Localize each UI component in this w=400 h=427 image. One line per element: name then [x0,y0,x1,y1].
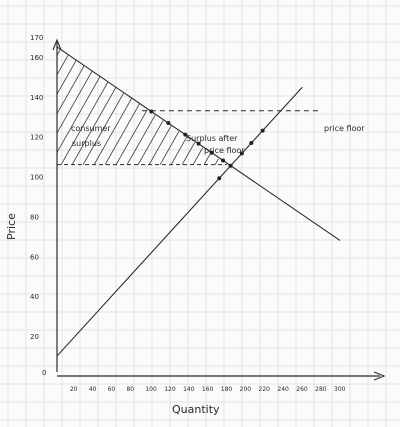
y-tick-label: 60 [30,253,39,261]
hatch-stroke [125,46,197,165]
hatch-stroke [114,46,186,165]
consumer-surplus-label-line2: surplus [72,139,101,148]
hatch-stroke [57,46,76,165]
demand-dot [166,121,171,126]
x-tick-label: 240 [277,386,289,393]
demand-dot [149,109,154,114]
supply-dot [239,151,244,156]
price-floor-label: price floor [324,124,365,133]
y-tick-labels: 170 160 140 120 100 80 60 40 20 [30,34,43,341]
hatch-stroke [258,43,328,167]
x-tick-label: 120 [164,386,176,393]
supply-dot [228,163,233,168]
hatch-stroke [0,43,20,167]
y-axis-title: Price [5,213,18,240]
x-tick-label: 220 [259,386,271,393]
surplus-after-floor-label-line1: Surplus after [186,134,238,143]
demand-dot [196,141,201,146]
consumer-surplus-label-line1: consumer [71,124,111,133]
x-tick-labels: 20 40 60 80 100 120 140 160 180 200 220 240 260 280 30… [70,386,346,393]
x-tick-label: 60 [108,386,116,393]
hatch-stroke [136,46,208,165]
hatch-stroke [313,43,383,167]
supply-dot [260,128,265,133]
surplus-after-floor-dots [149,109,265,181]
x-tick-label: 280 [315,386,327,393]
demand-dot [183,132,188,137]
hatch-stroke [269,43,339,167]
x-tick-label: 180 [221,386,233,393]
surplus-after-floor-label-line2: price floor [204,146,245,155]
y-tick-label: 120 [30,134,43,142]
y-tick-label: 20 [30,333,39,341]
x-axis-title: Quantity [172,403,220,416]
x-tick-label: 300 [334,386,346,393]
x-tick-label: 200 [240,386,252,393]
y-tick-label: 40 [30,293,39,301]
y-tick-label: 100 [30,174,43,182]
hatch-stroke [247,43,317,167]
y-tick-label: 170 [30,34,43,42]
origin-label: 0 [42,369,46,377]
x-tick-label: 100 [145,386,157,393]
supply-dot [217,176,222,181]
y-tick-label: 160 [30,54,43,62]
hatch-stroke [57,46,87,165]
demand-dot [221,158,226,163]
y-tick-label: 80 [30,213,39,221]
x-axis-arrow [373,371,386,381]
x-tick-label: 80 [126,386,134,393]
demand-dot [209,150,214,155]
hatch-stroke [70,46,142,165]
hatch-stroke [302,43,372,167]
x-tick-label: 160 [202,386,214,393]
x-tick-label: 40 [89,386,97,393]
y-axis-arrow [52,38,62,51]
x-tick-label: 260 [296,386,308,393]
hatch-stroke [280,43,350,167]
hatch-stroke [103,46,175,165]
x-tick-label: 140 [183,386,195,393]
hatch-stroke [57,46,120,165]
supply-dot [249,141,254,146]
hatch-stroke [59,46,131,165]
x-tick-label: 20 [70,386,78,393]
y-tick-label: 140 [30,94,43,102]
